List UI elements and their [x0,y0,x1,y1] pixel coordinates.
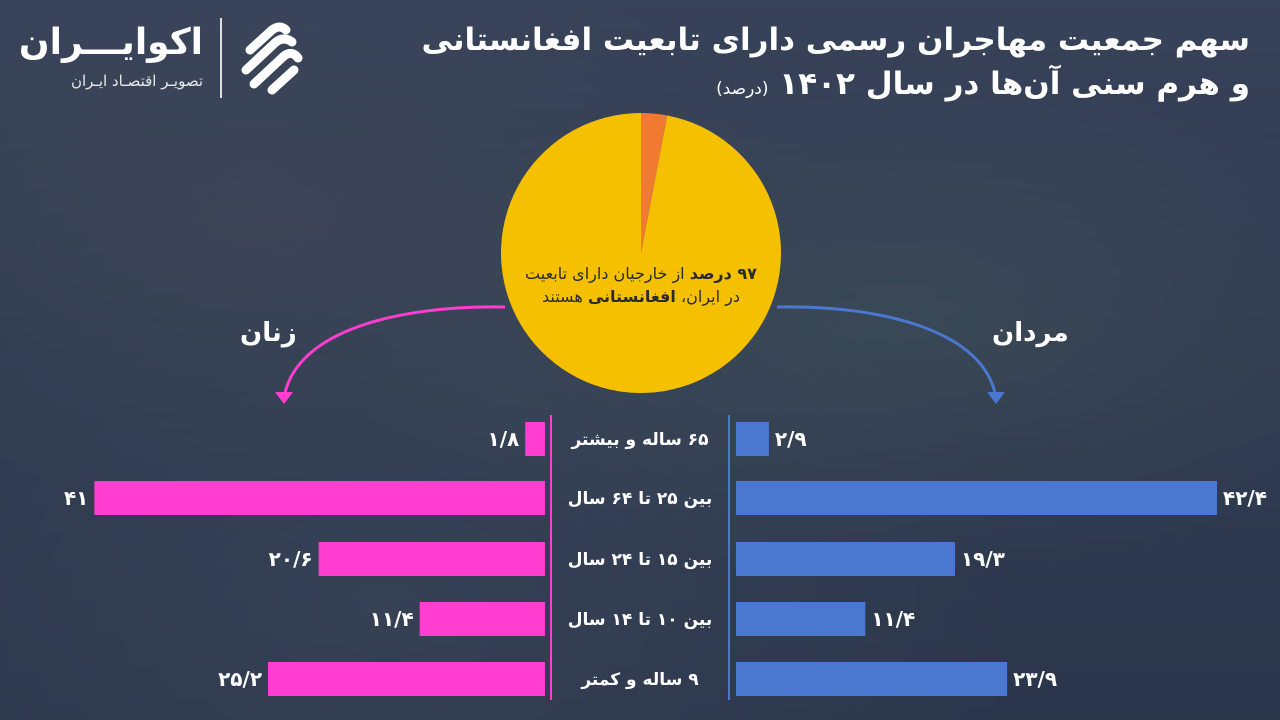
men-bar [736,662,1008,696]
pie-caption-bold-1: ۹۷ درصد [689,264,757,283]
women-bar-label: ۱/۸ [487,427,519,451]
men-arrow [776,305,998,399]
men-bar-label: ۱۱/۴ [871,607,915,631]
women-label: زنان [240,318,297,348]
men-bar-label: ۲/۹ [775,427,807,451]
category-label: ۶۵ ساله و بیشتر [570,430,708,450]
men-arrow-head-icon [987,392,1005,404]
bars-group: ۱/۸ ۲/۹ ۶۵ ساله و بیشتر ۴۱ ۴۲/۴ بین ۲۵ تا ۶۴ … [64,422,1267,696]
category-label: بین ۱۰ تا ۱۴ سال [568,610,712,630]
pie-slices [501,113,781,393]
pie-caption-mid: از خارجیان دارای تابعیت در ایران، [525,264,740,306]
women-bar-label: ۴۱ [64,486,88,510]
men-bar-label: ۴۲/۴ [1223,486,1267,510]
women-bar-label: ۲۰/۶ [269,547,313,571]
women-arrow-head-icon [275,392,293,404]
pie-slice-1 [641,113,668,253]
women-arrow [282,305,506,399]
logo-tagline: تصویـر اقتصـاد ایـران [70,72,203,90]
men-bar-label: ۲۳/۹ [1013,667,1057,691]
title-unit: (درصد) [716,79,769,99]
chart-title: سهم جمعیت مهاجران رسمی دارای تابعیت افغا… [350,18,1250,111]
women-bar [525,422,545,456]
men-bar [736,481,1217,515]
men-bar [736,542,955,576]
men-bar [736,422,769,456]
category-label: ۹ ساله و کمتر [580,670,699,690]
women-bar-label: ۲۵/۲ [218,667,262,691]
title-line-2-text: و هرم سنی آن‌ها در سال ۱۴۰۲ [779,66,1250,102]
women-bar [94,481,546,515]
women-bar [268,662,545,696]
title-line-1: سهم جمعیت مهاجران رسمی دارای تابعیت افغا… [421,22,1250,58]
pie-chart [501,113,781,393]
men-label: مردان [992,318,1069,348]
category-label: بین ۲۵ تا ۶۴ سال [568,489,712,509]
logo-name: اکوایـــران [18,22,203,63]
women-bar-label: ۱۱/۴ [370,607,414,631]
brand-logo[interactable]: اکوایـــران تصویـر اقتصـاد ایـران [18,16,308,100]
pie-caption-bold-2: افغانستانی [587,287,676,306]
men-bar-label: ۱۹/۳ [961,547,1005,571]
category-label: بین ۱۵ تا ۲۴ سال [568,550,712,570]
pie-caption: ۹۷ درصد از خارجیان دارای تابعیت در ایران… [525,262,757,308]
women-bar [419,602,545,636]
logo-separator [220,18,222,98]
men-bar [736,602,866,636]
logo-mark-icon [241,22,303,95]
title-line-2: و هرم سنی آن‌ها در سال ۱۴۰۲ (درصد) [350,62,1250,111]
women-bar [318,542,545,576]
pie-caption-tail: هستند [541,287,588,306]
